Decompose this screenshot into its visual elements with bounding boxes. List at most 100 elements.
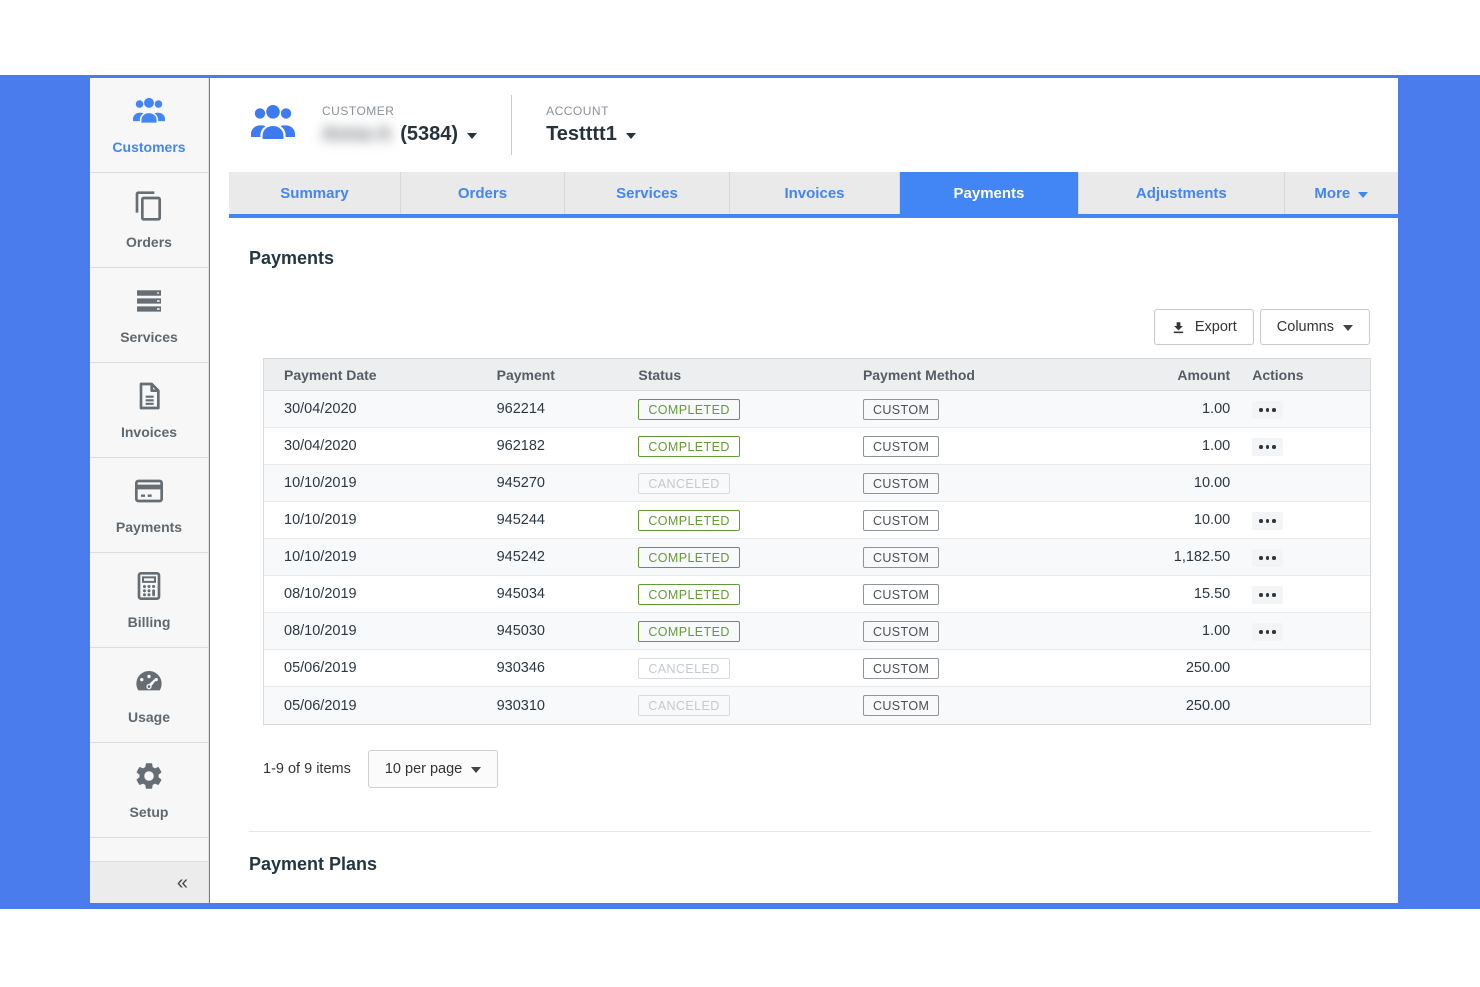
sidebar-item-setup[interactable]: Setup (90, 743, 208, 838)
payment-method-badge: CUSTOM (862, 472, 940, 494)
cell-amount: 1,182.50 (1173, 549, 1231, 565)
tab-more[interactable]: More (1283, 172, 1398, 214)
payment-method-badge: CUSTOM (862, 546, 940, 568)
calculator-icon (131, 570, 167, 607)
payments-section-title: Payments (249, 248, 335, 268)
chevron-down-icon (467, 133, 478, 139)
payment-method-badge: CUSTOM (862, 620, 940, 642)
cell-payment-date: 30/04/2020 (284, 438, 357, 454)
cell-payment-date: 10/10/2019 (284, 512, 357, 528)
status-badge: COMPLETED (638, 546, 740, 568)
cell-payment-date: 08/10/2019 (284, 586, 357, 602)
tab-label: Summary (280, 184, 349, 202)
export-button[interactable]: Export (1153, 309, 1254, 345)
col-header-payment: Payment (496, 366, 555, 383)
status-badge: COMPLETED (638, 509, 740, 531)
export-button-label: Export (1194, 319, 1237, 335)
tab-invoices[interactable]: Invoices (729, 172, 899, 214)
table-row: 10/10/2019 945242 COMPLETED CUSTOM 1,182… (264, 539, 1370, 576)
cell-amount: 250.00 (1185, 697, 1231, 714)
tab-label: More (1314, 184, 1351, 202)
tab-label: Payments (953, 184, 1025, 202)
cell-payment: 945270 (496, 475, 545, 491)
row-actions-menu-button[interactable] (1252, 438, 1283, 456)
copy-pages-icon (131, 190, 167, 227)
cell-payment-date: 05/06/2019 (284, 660, 357, 676)
row-actions-menu-button[interactable] (1252, 549, 1283, 567)
customer-name-blurred: Anna A (322, 123, 392, 145)
cell-amount: 1.00 (1201, 401, 1231, 417)
sidebar-item-label: Setup (129, 804, 169, 820)
cell-payment-date: 08/10/2019 (284, 623, 357, 639)
sidebar-item-usage[interactable]: Usage (90, 648, 208, 743)
row-actions-menu-button[interactable] (1252, 512, 1283, 530)
row-actions-menu-button[interactable] (1252, 586, 1283, 604)
tab-label: Orders (457, 184, 508, 202)
payment-method-badge: CUSTOM (862, 509, 940, 531)
cell-payment-date: 05/06/2019 (284, 697, 357, 714)
table-body: 30/04/2020 962214 COMPLETED CUSTOM 1.00 … (264, 391, 1370, 724)
sidebar-item-billing[interactable]: Billing (90, 553, 208, 648)
sidebar-item-services[interactable]: Services (90, 268, 208, 363)
credit-card-icon (131, 475, 167, 512)
row-actions-menu-button[interactable] (1252, 623, 1283, 641)
columns-button-label: Columns (1276, 319, 1334, 335)
cell-payment: 945034 (496, 586, 545, 602)
tab-summary[interactable]: Summary (229, 172, 400, 214)
gauge-icon (131, 665, 167, 702)
table-row: 10/10/2019 945244 COMPLETED CUSTOM 10.00 (264, 502, 1370, 539)
sidebar-item-label: Invoices (120, 424, 178, 440)
document-icon (131, 380, 167, 417)
cell-payment: 945242 (496, 549, 545, 565)
download-icon (1173, 321, 1184, 333)
cell-amount: 1.00 (1201, 623, 1231, 639)
cell-amount: 10.00 (1193, 512, 1231, 528)
col-header-actions: Actions (1252, 366, 1304, 383)
account-label: ACCOUNT (546, 104, 609, 118)
per-page-dropdown[interactable]: 10 per page (367, 750, 499, 788)
tab-services[interactable]: Services (563, 172, 729, 214)
cell-payment: 930310 (496, 697, 545, 714)
chevron-down-icon (1358, 191, 1369, 198)
app-frame: Customers Orders Services Invoices Payme (0, 75, 1480, 909)
chevron-down-icon (471, 767, 482, 773)
table-toolbar: Export Columns (1153, 309, 1370, 345)
customer-avatar-people-icon (248, 101, 298, 150)
col-header-payment-date: Payment Date (284, 366, 377, 383)
customer-label: CUSTOMER (322, 104, 395, 118)
table-row: 30/04/2020 962214 COMPLETED CUSTOM 1.00 (264, 391, 1370, 428)
table-row: 05/06/2019 930346 CANCELED CUSTOM 250.00 (264, 650, 1370, 687)
payment-method-badge: CUSTOM (862, 435, 940, 457)
chevron-down-icon (1343, 325, 1353, 331)
cell-payment: 930346 (496, 660, 545, 676)
payment-plans-section-title: Payment Plans (249, 854, 378, 874)
sidebar-item-customers[interactable]: Customers (90, 78, 208, 173)
tab-payments[interactable]: Payments (898, 172, 1078, 214)
payment-method-badge: CUSTOM (862, 657, 940, 679)
tab-orders[interactable]: Orders (399, 172, 564, 214)
cell-payment-date: 10/10/2019 (284, 475, 357, 491)
status-badge: COMPLETED (638, 583, 740, 605)
account-switcher[interactable]: Testttt1 (546, 123, 636, 146)
row-actions-menu-button[interactable] (1252, 401, 1283, 419)
payment-method-badge: CUSTOM (862, 398, 940, 420)
tab-adjustments[interactable]: Adjustments (1077, 172, 1284, 214)
sidebar: Customers Orders Services Invoices Payme (90, 78, 209, 903)
context-header: CUSTOMER Anna A (5384) ACCOUNT Testttt1 (248, 90, 636, 160)
sidebar-item-label: Orders (126, 234, 172, 250)
sidebar-item-payments[interactable]: Payments (90, 458, 208, 553)
payment-method-badge: CUSTOM (862, 695, 940, 716)
server-stack-icon (131, 285, 167, 322)
columns-button[interactable]: Columns (1259, 309, 1370, 345)
chevron-down-icon (625, 133, 636, 139)
sidebar-item-invoices[interactable]: Invoices (90, 363, 208, 458)
status-badge: CANCELED (638, 472, 730, 494)
customer-switcher[interactable]: Anna A (5384) (322, 123, 478, 146)
customer-number: (5384) (400, 123, 459, 145)
cell-amount: 1.00 (1201, 438, 1231, 454)
sidebar-collapse-button[interactable]: « (90, 861, 208, 903)
per-page-label: 10 per page (384, 761, 463, 777)
cell-payment: 945030 (496, 623, 545, 639)
table-row: 10/10/2019 945270 CANCELED CUSTOM 10.00 (264, 465, 1370, 502)
sidebar-item-orders[interactable]: Orders (90, 173, 208, 268)
